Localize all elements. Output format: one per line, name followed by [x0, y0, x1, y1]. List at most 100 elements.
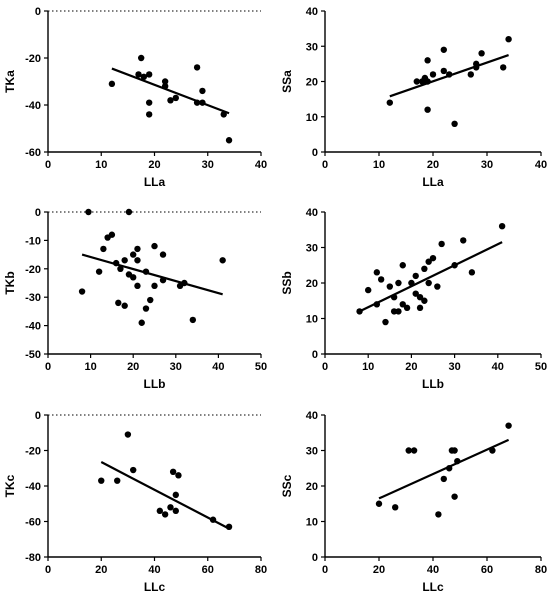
chart-3-x-axis-label: LLb [144, 377, 166, 391]
chart-2-y-tick-label-4: 40 [306, 6, 318, 18]
chart-5-y-tick-label-4: -80 [25, 552, 41, 564]
chart-6-y-axis-label: SSc [280, 474, 294, 497]
chart-3-y-axis-label: TKb [3, 271, 17, 294]
chart-5-x-tick-label-2: 40 [148, 564, 160, 576]
chart-5-x-tick-label-3: 60 [202, 564, 214, 576]
chart-1-x-tick-label-2: 20 [148, 159, 160, 171]
chart-2-point-8 [429, 71, 437, 78]
chart-3-point-3 [95, 268, 103, 275]
chart-4-point-18 [416, 294, 424, 301]
chart-6-y-tick-label-0: 0 [312, 552, 318, 564]
chart-4-x-tick-label-5: 50 [535, 361, 547, 373]
chart-1-point-14 [199, 87, 206, 95]
chart-2-y-tick-label-0: 0 [312, 147, 318, 159]
chart-6-y-tick-label-4: 40 [306, 410, 318, 422]
chart-1-x-axis-label: LLa [144, 175, 166, 189]
chart-2-point-12 [451, 120, 458, 128]
chart-1-y-axis-label: TKa [3, 70, 17, 93]
chart-4-point-2 [365, 286, 372, 294]
chart-6-point-6 [440, 475, 447, 483]
chart-3-y-tick-label-1: -10 [25, 235, 41, 247]
chart-2-point-7 [424, 106, 431, 113]
chart-2-x-tick-label-1: 10 [373, 159, 385, 171]
chart-3-point-25 [159, 251, 167, 258]
chart-3-point-8 [115, 299, 122, 307]
chart-5-point-7 [167, 504, 174, 511]
chart-3-x-tick-label-4: 40 [212, 361, 224, 373]
chart-4-point-23 [425, 279, 432, 287]
chart-2-y-tick-label-2: 20 [306, 77, 318, 89]
chart-4-y-tick-label-1: 10 [306, 314, 318, 326]
chart-2-x-tick-label-4: 40 [535, 159, 547, 171]
chart-4-point-16 [412, 272, 419, 280]
chart-3-point-24 [151, 282, 158, 290]
chart-6-x-tick-label-2: 40 [427, 564, 439, 576]
chart-3-point-4 [100, 245, 107, 253]
chart-6-point-4 [410, 447, 418, 454]
chart-5-point-8 [169, 468, 177, 475]
chart-1-point-1 [108, 80, 116, 88]
chart-4-point-7 [386, 283, 393, 290]
chart-4-x-tick-label-3: 30 [448, 361, 460, 373]
chart-6-y-tick-label-3: 30 [306, 446, 318, 458]
chart-3-point-23 [151, 242, 158, 250]
chart-6-point-9 [451, 493, 458, 500]
chart-panel-4: 0 10 20 30 40 50 0 10 20 30 40 LLb SSb [280, 207, 547, 391]
chart-1-point-4 [140, 73, 148, 81]
chart-5-point-1 [98, 477, 105, 484]
chart-4-point-5 [377, 276, 385, 283]
chart-5-y-tick-label-2: -40 [25, 481, 41, 493]
chart-2-x-tick-label-0: 0 [322, 159, 328, 171]
chart-4-point-12 [399, 301, 406, 308]
chart-3-y-tick-label-0: 0 [35, 207, 41, 219]
chart-6-point-3 [405, 447, 412, 454]
chart-2-point-1 [386, 99, 393, 106]
chart-4-point-24 [429, 254, 437, 262]
chart-3-y-tick-label-4: -40 [25, 321, 41, 333]
chart-2-point-16 [478, 50, 485, 57]
chart-4-y-axis-label: SSb [280, 271, 294, 294]
chart-4-y-tick-label-3: 30 [306, 243, 318, 255]
chart-4-point-13 [399, 262, 406, 269]
chart-2-regression-line [389, 54, 509, 98]
chart-2-x-axis-label: LLa [422, 175, 444, 189]
chart-3-point-16 [134, 245, 141, 253]
chart-6-x-tick-label-4: 80 [535, 564, 547, 576]
chart-5-point-6 [161, 511, 169, 518]
chart-4-x-tick-label-4: 40 [492, 361, 504, 373]
chart-6-point-13 [505, 422, 512, 429]
chart-1-x-tick-label-0: 0 [45, 159, 51, 171]
chart-4-point-10 [395, 308, 402, 315]
chart-4-y-tick-label-2: 20 [306, 278, 318, 290]
chart-4-y-tick-label-0: 0 [312, 349, 318, 361]
chart-6-point-5 [435, 511, 442, 518]
chart-6-x-tick-label-3: 60 [481, 564, 493, 576]
chart-5-point-10 [172, 507, 179, 515]
chart-4-point-4 [373, 269, 381, 276]
chart-1-point-8 [161, 78, 169, 85]
chart-3-point-10 [121, 302, 128, 309]
chart-3-point-29 [189, 316, 197, 324]
chart-2-point-2 [413, 78, 420, 85]
chart-4-point-11 [395, 279, 402, 287]
chart-5-y-tick-label-1: -20 [25, 446, 41, 458]
chart-6-x-axis-label: LLc [422, 580, 444, 594]
chart-4-x-axis-label: LLb [422, 377, 444, 391]
chart-1-point-11 [172, 94, 179, 102]
chart-1-point-17 [225, 137, 233, 144]
chart-3-y-tick-label-2: -20 [25, 264, 41, 276]
chart-2-point-18 [505, 36, 512, 43]
chart-4-point-25 [434, 283, 441, 290]
chart-5-y-tick-label-3: -60 [25, 517, 41, 529]
chart-6-x-tick-label-1: 20 [373, 564, 385, 576]
chart-6-point-2 [392, 504, 399, 511]
chart-4-x-tick-label-2: 20 [405, 361, 417, 373]
chart-5-x-tick-label-1: 20 [95, 564, 107, 576]
chart-4-point-29 [468, 269, 476, 276]
chart-5-point-2 [114, 477, 121, 484]
chart-3-point-17 [134, 257, 141, 264]
chart-4-point-28 [460, 237, 467, 244]
chart-3-x-tick-label-1: 10 [84, 361, 96, 373]
chart-2-point-6 [424, 57, 431, 64]
chart-2-y-tick-label-1: 10 [306, 112, 318, 124]
